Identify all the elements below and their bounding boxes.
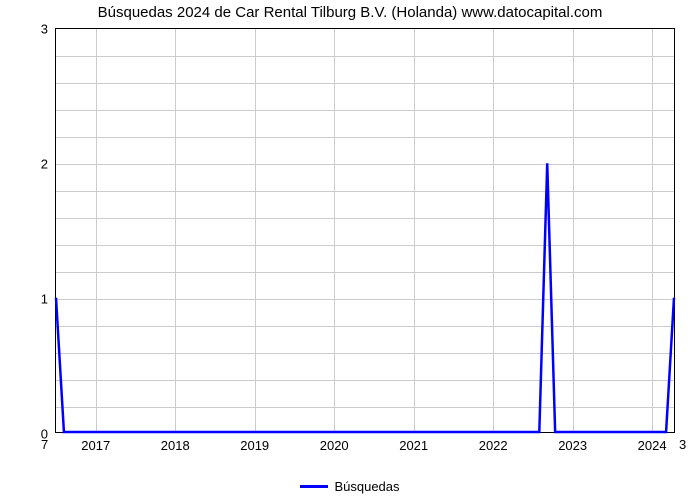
x-tick-label: 2021 xyxy=(399,432,428,453)
corner-label-bottom-right: 3 xyxy=(679,437,686,452)
legend-label: Búsquedas xyxy=(334,479,399,494)
corner-label-bottom-left: 7 xyxy=(41,437,48,452)
line-series xyxy=(56,29,674,432)
x-tick-label: 2018 xyxy=(161,432,190,453)
chart-container: Búsquedas 2024 de Car Rental Tilburg B.V… xyxy=(0,0,700,500)
legend: Búsquedas xyxy=(0,478,700,494)
x-tick-label: 2024 xyxy=(638,432,667,453)
chart-title: Búsquedas 2024 de Car Rental Tilburg B.V… xyxy=(0,4,700,21)
y-tick-label: 3 xyxy=(41,22,56,37)
plot-area: 012320172018201920202021202220232024 xyxy=(55,28,675,433)
x-tick-label: 2022 xyxy=(479,432,508,453)
y-tick-label: 1 xyxy=(41,292,56,307)
legend-swatch xyxy=(300,485,328,488)
x-tick-label: 2017 xyxy=(81,432,110,453)
y-tick-label: 2 xyxy=(41,157,56,172)
x-tick-label: 2019 xyxy=(240,432,269,453)
x-tick-label: 2020 xyxy=(320,432,349,453)
x-tick-label: 2023 xyxy=(558,432,587,453)
